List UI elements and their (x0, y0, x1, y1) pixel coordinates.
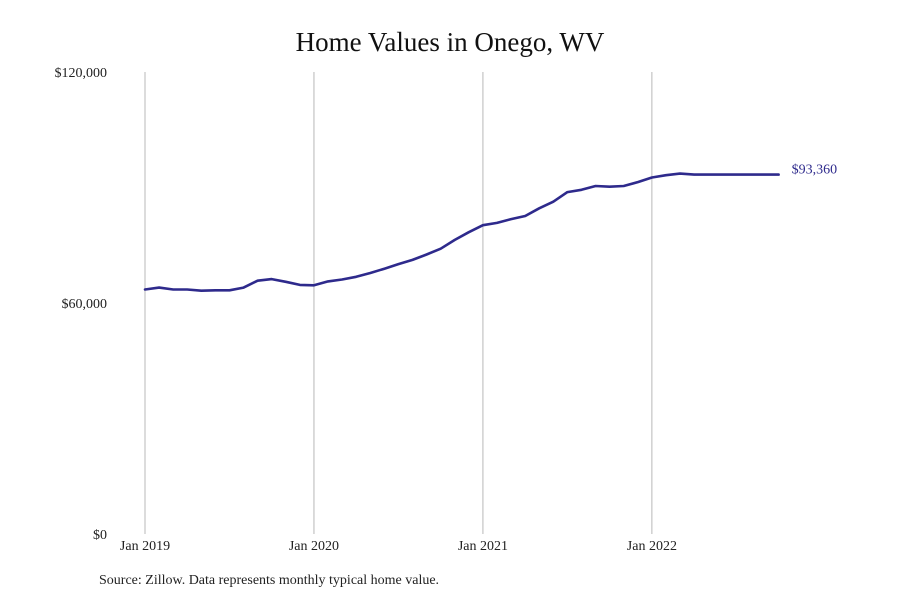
x-tick-label: Jan 2020 (289, 539, 339, 554)
chart-source-note: Source: Zillow. Data represents monthly … (99, 573, 440, 588)
x-tick-label: Jan 2022 (627, 539, 677, 554)
chart-title: Home Values in Onego, WV (295, 27, 605, 57)
x-tick-label: Jan 2019 (120, 539, 170, 554)
y-tick-label: $0 (93, 528, 107, 543)
y-tick-label: $120,000 (55, 66, 108, 81)
home-value-line (143, 172, 780, 292)
end-value-label: $93,360 (792, 163, 838, 178)
y-tick-label: $60,000 (62, 297, 108, 312)
x-tick-label: Jan 2021 (458, 539, 508, 554)
